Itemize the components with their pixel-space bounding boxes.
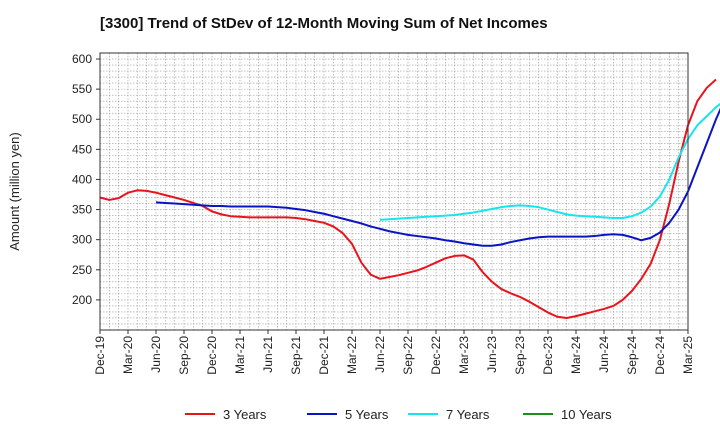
x-tick-label: Dec-23 [541, 336, 555, 375]
y-tick-label: 300 [72, 233, 92, 247]
x-tick-label: Jun-22 [373, 336, 387, 373]
legend-label-1: 5 Years [345, 407, 389, 422]
x-tick-label: Mar-23 [457, 336, 471, 374]
x-tick-label: Jun-24 [597, 336, 611, 373]
y-tick-label: 250 [72, 263, 92, 277]
y-axis-label: Amount (million yen) [7, 132, 22, 251]
x-tick-label: Jun-21 [261, 336, 275, 373]
y-axis-ticks: 200 250 300 350 400 450 500 550 600 [72, 52, 100, 307]
chart-title: [3300] Trend of StDev of 12-Month Moving… [100, 15, 548, 32]
x-tick-label: Mar-24 [569, 336, 583, 374]
x-tick-label: Sep-20 [177, 336, 191, 375]
x-axis-ticks: Dec-19 Mar-20 Jun-20 Sep-20 Dec-20 Mar-21 Jun-… [93, 330, 695, 375]
legend: 3 Years 5 Years 7 Years 10 Years [185, 407, 612, 422]
y-tick-label: 400 [72, 172, 92, 186]
x-tick-label: Mar-20 [121, 336, 135, 374]
x-tick-label: Dec-22 [429, 336, 443, 375]
y-tick-label: 350 [72, 203, 92, 217]
x-tick-label: Dec-21 [317, 336, 331, 375]
y-tick-label: 550 [72, 82, 92, 96]
x-tick-label: Dec-24 [653, 336, 667, 375]
series-line-1 [155, 107, 720, 247]
x-tick-label: Dec-20 [205, 336, 219, 375]
y-tick-label: 200 [72, 293, 92, 307]
x-tick-label: Jun-20 [149, 336, 163, 373]
x-tick-label: Mar-21 [233, 336, 247, 374]
y-tick-label: 450 [72, 142, 92, 156]
y-tick-label: 600 [72, 52, 92, 66]
series-line-2 [379, 102, 720, 221]
legend-label-3: 10 Years [561, 407, 612, 422]
x-tick-label: Mar-22 [345, 336, 359, 374]
plot-frame [99, 52, 689, 331]
x-tick-label: Sep-24 [625, 336, 639, 375]
x-tick-label: Sep-22 [401, 336, 415, 375]
x-tick-label: Dec-19 [93, 336, 107, 375]
series-layer [99, 78, 720, 319]
x-tick-label: Mar-25 [681, 336, 695, 374]
legend-label-2: 7 Years [446, 407, 490, 422]
x-tick-label: Sep-23 [513, 336, 527, 375]
x-tick-label: Sep-21 [289, 336, 303, 375]
x-tick-label: Jun-23 [485, 336, 499, 373]
y-tick-label: 500 [72, 112, 92, 126]
legend-label-0: 3 Years [223, 407, 267, 422]
axes [99, 52, 689, 331]
